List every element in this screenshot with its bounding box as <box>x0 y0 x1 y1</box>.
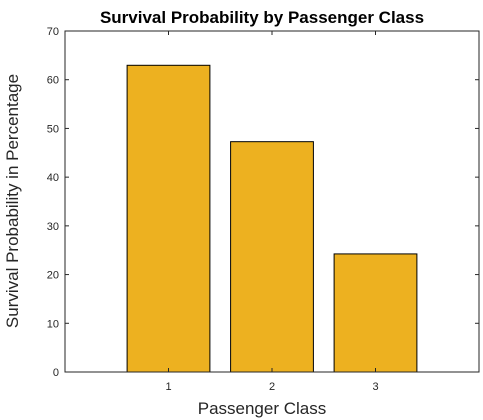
axes-frame <box>64 30 480 373</box>
y-axis-label: Survival Probability in Percentage <box>3 74 22 328</box>
y-tick-label: 10 <box>47 318 59 330</box>
y-tick-label: 20 <box>47 270 59 282</box>
bar-class-2 <box>230 141 314 373</box>
bars <box>126 64 418 373</box>
x-tick-label: 2 <box>269 381 275 393</box>
bar-class-3 <box>333 253 418 373</box>
y-tick-label: 70 <box>47 26 59 38</box>
y-tick-label: 40 <box>47 172 59 184</box>
x-axis-ticks: 1 2 3 <box>165 31 379 393</box>
y-axis-ticks: 0 10 20 30 40 50 60 70 <box>47 26 479 379</box>
x-tick-label: 3 <box>372 381 378 393</box>
y-tick-label: 30 <box>47 221 59 233</box>
y-tick-label: 0 <box>53 367 59 379</box>
bar-class-1 <box>126 64 211 373</box>
y-tick-label: 60 <box>47 75 59 87</box>
chart-title: Survival Probability by Passenger Class <box>100 8 424 27</box>
y-tick-label: 50 <box>47 123 59 135</box>
x-tick-label: 1 <box>165 381 171 393</box>
x-axis-label: Passenger Class <box>198 399 327 418</box>
